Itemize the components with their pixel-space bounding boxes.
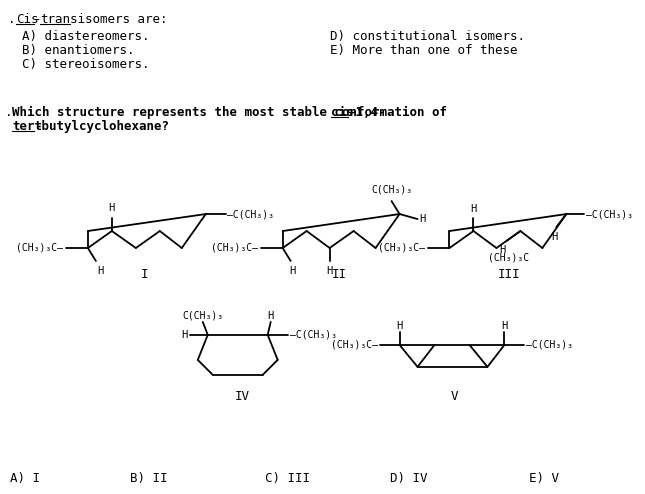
Text: -1,4-: -1,4-	[348, 106, 385, 119]
Text: (CH₃)₃C–: (CH₃)₃C–	[331, 340, 377, 350]
Text: H: H	[501, 321, 508, 331]
Text: (CH₃)₃C–: (CH₃)₃C–	[377, 243, 424, 253]
Text: A) diastereomers.: A) diastereomers.	[22, 30, 150, 43]
Text: -: -	[34, 13, 41, 26]
Text: isomers are:: isomers are:	[70, 13, 168, 26]
Text: –C(CH₃)₃: –C(CH₃)₃	[290, 330, 337, 340]
Text: C) stereoisomers.: C) stereoisomers.	[22, 58, 150, 71]
Text: -butylcyclohexane?: -butylcyclohexane?	[34, 120, 168, 133]
Text: .: .	[8, 13, 15, 26]
Text: H: H	[97, 266, 103, 276]
Text: –C(CH₃)₃: –C(CH₃)₃	[526, 340, 573, 350]
Text: I: I	[141, 268, 148, 281]
Text: trans: trans	[40, 13, 77, 26]
Text: H: H	[397, 321, 402, 331]
Text: H: H	[419, 214, 426, 224]
Text: H: H	[326, 266, 333, 276]
Text: tert: tert	[12, 120, 42, 133]
Text: –C(CH₃)₃: –C(CH₃)₃	[586, 209, 633, 219]
Text: H: H	[290, 266, 296, 276]
Text: Cis: Cis	[16, 13, 39, 26]
Text: II: II	[332, 268, 347, 281]
Text: cis: cis	[332, 106, 354, 119]
Text: H: H	[109, 203, 115, 213]
Text: H: H	[551, 232, 557, 242]
Text: C) III: C) III	[264, 472, 310, 485]
Text: III: III	[498, 268, 521, 281]
Text: (CH₃)₃C: (CH₃)₃C	[488, 253, 530, 263]
Text: E) V: E) V	[530, 472, 559, 485]
Text: H: H	[470, 204, 477, 214]
Text: .: .	[5, 106, 12, 119]
Text: C(CH₃)₃: C(CH₃)₃	[182, 311, 223, 321]
Text: D) constitutional isomers.: D) constitutional isomers.	[330, 30, 524, 43]
Text: (CH₃)₃C–: (CH₃)₃C–	[211, 243, 258, 253]
Text: B) II: B) II	[130, 472, 167, 485]
Text: V: V	[451, 390, 458, 403]
Text: H: H	[268, 311, 274, 321]
Text: IV: IV	[235, 390, 250, 403]
Text: H: H	[499, 245, 506, 255]
Text: Which structure represents the most stable conformation of: Which structure represents the most stab…	[12, 106, 455, 119]
Text: C(CH₃)₃: C(CH₃)₃	[371, 184, 412, 194]
Text: –C(CH₃)₃: –C(CH₃)₃	[227, 209, 273, 219]
Text: B) enantiomers.: B) enantiomers.	[22, 44, 134, 57]
Text: D) IV: D) IV	[390, 472, 427, 485]
Text: (CH₃)₃C–: (CH₃)₃C–	[16, 243, 63, 253]
Text: E) More than one of these: E) More than one of these	[330, 44, 517, 57]
Text: H: H	[181, 330, 188, 340]
Text: A) I: A) I	[10, 472, 40, 485]
